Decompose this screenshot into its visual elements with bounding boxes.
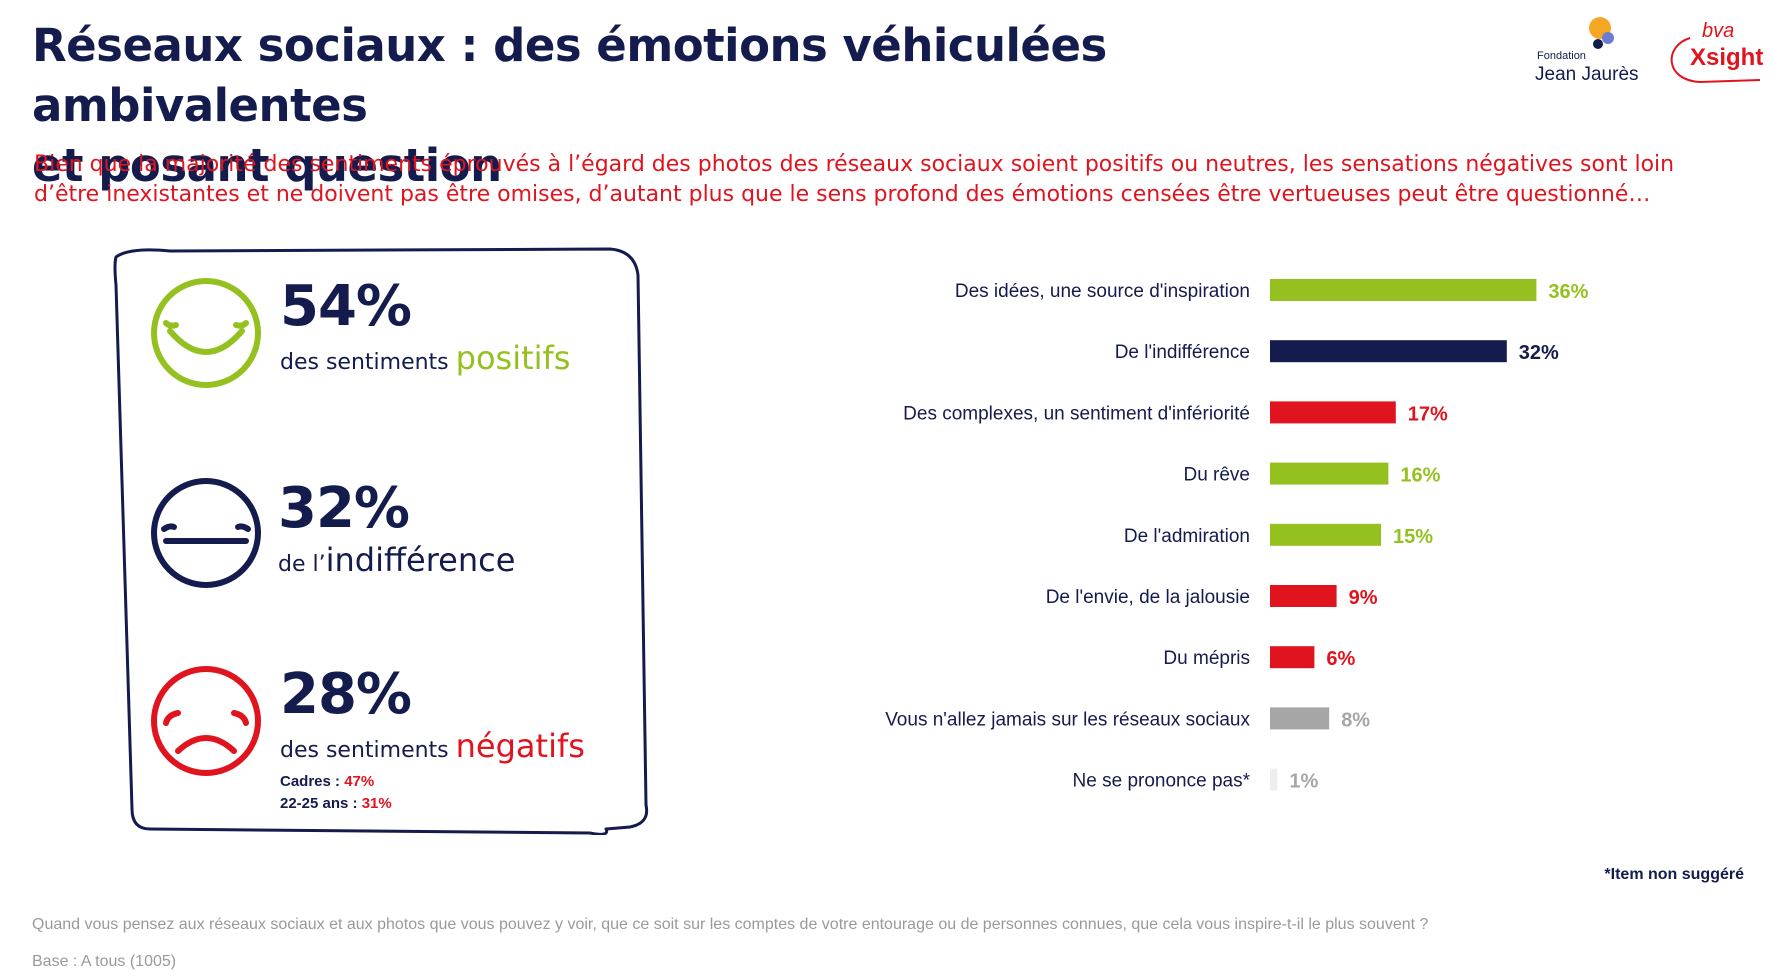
negative-detail-cadres-value: 47% <box>344 773 375 790</box>
negative-detail-age-value: 31% <box>361 795 392 812</box>
negative-detail-age-label: 22-25 ans : <box>280 795 362 812</box>
value-label: 16% <box>1400 465 1440 487</box>
category-label: Vous n'allez jamais sur les réseaux soci… <box>885 709 1250 730</box>
survey-base: Base : A tous (1005) <box>32 953 177 970</box>
bar-row: Du rêve 16% <box>1183 462 1441 487</box>
value-label: 9% <box>1349 587 1378 609</box>
bar-row: De l'admiration 15% <box>1124 523 1433 548</box>
title-line-2: et posant question <box>32 139 502 192</box>
bar <box>1270 401 1396 424</box>
bva-logo-small-text: bva <box>1702 20 1735 42</box>
neutral-stat: 32% de l’indifférence <box>278 476 515 580</box>
bva-logo-swoosh <box>1670 37 1761 84</box>
bar-row: Des complexes, un sentiment d'infériorit… <box>903 401 1448 425</box>
subtitle-line-2: d’être inexistantes et ne doivent pas êt… <box>34 182 1651 207</box>
neutral-face-icon <box>151 478 261 588</box>
neutral-pct: 32% <box>278 476 410 541</box>
bar-row: Du mépris 6% <box>1163 646 1356 670</box>
bar-row: De l'indifférence 32% <box>1115 340 1559 364</box>
fjj-logo-small-text: Fondation <box>1537 50 1586 62</box>
bar-row: De l'envie, de la jalousie 9% <box>1046 585 1378 609</box>
negative-desc-prefix: des sentiments <box>280 738 456 763</box>
category-label: Des idées, une source d'inspiration <box>955 281 1250 302</box>
category-label: Du mépris <box>1163 648 1250 669</box>
category-label: De l'admiration <box>1124 526 1250 547</box>
positive-desc-prefix: des sentiments <box>280 350 456 375</box>
bva-logo-big-text: Xsight <box>1690 44 1764 71</box>
category-label: De l'indifférence <box>1115 342 1250 363</box>
bar <box>1270 768 1278 791</box>
panel-frame <box>113 247 649 835</box>
sad-face-icon <box>151 666 261 776</box>
bar-row: Des idées, une source d'inspiration 36% <box>955 279 1589 303</box>
fjj-logo-mark <box>1589 17 1614 49</box>
category-label: Du rêve <box>1183 465 1250 486</box>
page-subtitle: Bien que la majorité des sentiments épro… <box>34 150 1734 210</box>
category-label: Des complexes, un sentiment d'infériorit… <box>903 403 1250 424</box>
negative-desc-highlight: négatifs <box>455 727 585 765</box>
subtitle-line-1: Bien que la majorité des sentiments épro… <box>34 152 1675 177</box>
bar <box>1270 646 1315 669</box>
neutral-desc: de l’indifférence <box>278 541 515 579</box>
fondation-jean-jaures-logo: Fondation Jean Jaurès <box>1535 14 1645 85</box>
negative-detail-cadres-label: Cadres : <box>280 773 345 790</box>
footnote: *Item non suggéré <box>1604 866 1744 883</box>
bar <box>1270 462 1389 485</box>
sentiment-summary-panel: 54% des sentiments positifs 32% de l’ind… <box>110 245 650 835</box>
bar-row: Vous n'allez jamais sur les réseaux soci… <box>885 707 1370 731</box>
negative-stat: 28% des sentiments négatifs Cadres : 47%… <box>280 663 585 815</box>
bar-row: Ne se prononce pas* 1% <box>1073 768 1319 793</box>
category-label: Ne se prononce pas* <box>1073 771 1251 792</box>
positive-desc-highlight: positifs <box>455 339 571 377</box>
negative-detail-cadres: Cadres : 47% <box>280 771 585 793</box>
negative-detail-age: 22-25 ans : 31% <box>280 793 585 815</box>
positive-pct: 54% <box>280 274 412 339</box>
positive-stat: 54% des sentiments positifs <box>280 274 570 378</box>
negative-desc: des sentiments négatifs <box>280 727 585 765</box>
emotions-bar-chart: Des idées, une source d'inspiration 36%De… <box>885 279 1589 793</box>
fjj-logo-big-text: Jean Jaurès <box>1535 64 1639 85</box>
bar <box>1270 279 1537 301</box>
neutral-desc-prefix: de l’ <box>278 552 326 577</box>
title-line-1: Réseaux sociaux : des émotions véhiculée… <box>32 19 1107 132</box>
value-label: 8% <box>1341 709 1370 731</box>
value-label: 17% <box>1408 403 1448 425</box>
category-label: De l'envie, de la jalousie <box>1046 587 1250 608</box>
negative-pct: 28% <box>280 662 412 727</box>
neutral-desc-highlight: indifférence <box>325 541 516 579</box>
bva-xsight-logo: bva Xsight <box>1660 20 1765 90</box>
bar <box>1270 585 1337 607</box>
page-title: Réseaux sociaux : des émotions véhiculée… <box>32 16 1452 196</box>
smiling-face-icon <box>151 278 261 388</box>
value-label: 6% <box>1326 648 1355 670</box>
value-label: 36% <box>1548 281 1588 303</box>
positive-desc: des sentiments positifs <box>280 339 570 377</box>
bar <box>1270 523 1381 546</box>
value-label: 32% <box>1519 342 1559 364</box>
survey-question: Quand vous pensez aux réseaux sociaux et… <box>32 916 1429 933</box>
bar <box>1270 707 1330 730</box>
value-label: 15% <box>1393 526 1433 548</box>
bar <box>1270 340 1507 363</box>
value-label: 1% <box>1289 771 1318 793</box>
